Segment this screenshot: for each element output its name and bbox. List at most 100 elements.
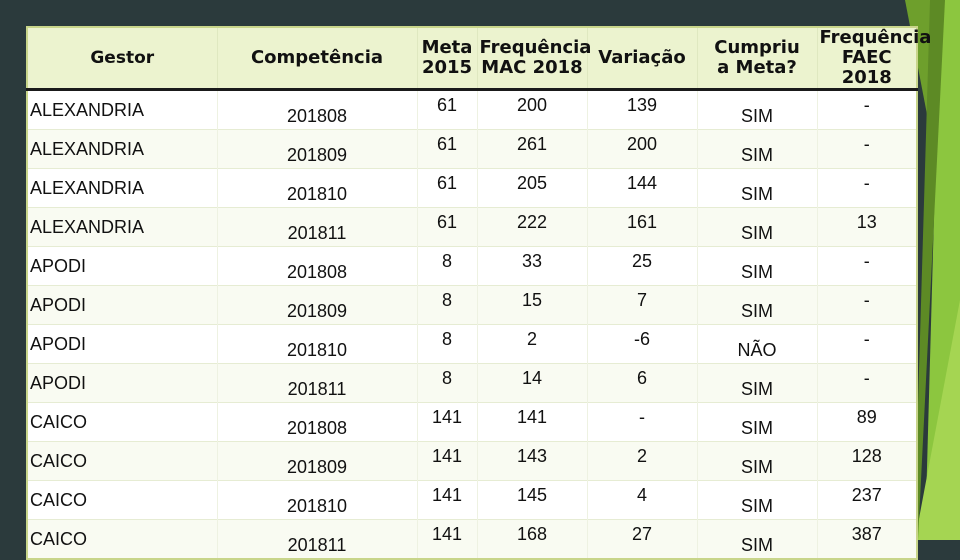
cell-variacao: 7	[587, 285, 698, 325]
table-row: APODI 201811 8 14 6 SIM -	[27, 363, 918, 403]
cell-variacao: 4	[587, 480, 698, 520]
cell-cumpriu: SIM	[697, 246, 818, 286]
cell-freq-mac: 2	[477, 324, 588, 364]
cell-freq-mac: 143	[477, 441, 588, 481]
cell-meta: 61	[417, 129, 478, 169]
header-freq-mac-line1: Frequência	[479, 37, 592, 58]
header-meta-line2: 2015	[421, 57, 473, 78]
cell-meta: 61	[417, 168, 478, 208]
cell-freq-mac: 261	[477, 129, 588, 169]
cell-cumpriu: SIM	[697, 89, 818, 130]
cell-freq-mac: 145	[477, 480, 588, 520]
cell-cumpriu: SIM	[697, 480, 818, 520]
cell-gestor: APODI	[27, 324, 218, 364]
cell-faec: -	[817, 246, 918, 286]
cell-faec: -	[817, 363, 918, 403]
header-faec-line2: FAEC 2018	[841, 47, 892, 88]
cell-cumpriu: SIM	[697, 402, 818, 442]
cell-variacao: 2	[587, 441, 698, 481]
cell-gestor: ALEXANDRIA	[27, 168, 218, 208]
cell-freq-mac: 15	[477, 285, 588, 325]
cell-faec: 13	[817, 207, 918, 247]
cell-meta: 8	[417, 363, 478, 403]
cell-faec: -	[817, 324, 918, 364]
cell-faec: 237	[817, 480, 918, 520]
data-table: Gestor Competência Meta 2015 Frequência …	[26, 26, 931, 560]
cell-gestor: CAICO	[27, 441, 218, 481]
table-row: CAICO 201808 141 141- SIM 89	[27, 402, 918, 442]
header-faec: Frequência FAEC 2018	[817, 27, 931, 91]
cell-competencia: 201809	[217, 441, 418, 481]
cell-faec: 89	[817, 402, 918, 442]
cell-cumpriu: SIM	[697, 441, 818, 481]
cell-gestor: APODI	[27, 363, 218, 403]
header-variacao: Variação	[587, 27, 698, 91]
cell-gestor: CAICO	[27, 402, 218, 442]
header-gestor: Gestor	[27, 27, 218, 91]
cell-gestor: APODI	[27, 246, 218, 286]
cell-cumpriu: SIM	[697, 207, 818, 247]
table-row: APODI 201808 8 33 25 SIM -	[27, 246, 918, 286]
cell-meta: 141	[417, 402, 478, 442]
cell-competencia: 201811	[217, 207, 418, 247]
header-cumpriu-line1: Cumpriu	[714, 37, 800, 58]
cell-meta: 8	[417, 246, 478, 286]
cell-freq-mac: 222	[477, 207, 588, 247]
cell-cumpriu: SIM	[697, 363, 818, 403]
header-cumpriu: Cumpriu a Meta?	[697, 27, 818, 91]
cell-competencia: 201810	[217, 480, 418, 520]
cell-freq-mac: 141	[477, 402, 588, 442]
cell-faec: -	[817, 89, 918, 130]
cell-gestor: ALEXANDRIA	[27, 207, 218, 247]
header-freq-mac: Frequência MAC 2018	[477, 27, 591, 91]
cell-competencia: 201810	[217, 168, 418, 208]
cell-cumpriu: SIM	[697, 519, 818, 559]
cell-cumpriu: SIM	[697, 168, 818, 208]
cell-variacao: 25	[587, 246, 698, 286]
cell-cumpriu: SIM	[697, 129, 818, 169]
cell-variacao: 200	[587, 129, 698, 169]
cell-freq-mac: 200	[477, 89, 588, 130]
cell-meta: 61	[417, 89, 478, 130]
cell-variacao: 161	[587, 207, 698, 247]
cell-competencia: 201808	[217, 246, 418, 286]
header-competencia: Competência	[217, 27, 418, 91]
cell-gestor: APODI	[27, 285, 218, 325]
table-row: CAICO 201810 141 145 4 SIM 237	[27, 480, 918, 520]
cell-competencia: 201811	[217, 363, 418, 403]
cell-variacao: -6	[587, 324, 698, 364]
cell-faec: 128	[817, 441, 918, 481]
cell-competencia: 201809	[217, 129, 418, 169]
cell-faec: -	[817, 129, 918, 169]
cell-variacao: 6	[587, 363, 698, 403]
cell-meta: 8	[417, 324, 478, 364]
header-faec-line1: Frequência	[819, 27, 932, 48]
cell-cumpriu: SIM	[697, 285, 818, 325]
cell-meta: 141	[417, 519, 478, 559]
header-cumpriu-line2: a Meta?	[717, 57, 797, 78]
cell-cumpriu: NÃO	[697, 324, 818, 364]
table-row: CAICO 201811 141 168 27 SIM 387	[27, 519, 918, 559]
header-row: Gestor Competência Meta 2015 Frequência …	[27, 27, 931, 91]
header-meta-line1: Meta	[421, 37, 473, 58]
cell-meta: 141	[417, 480, 478, 520]
table-row: APODI 201810 8 2 -6 NÃO -	[27, 324, 918, 364]
table-row: APODI 201809 8 15 7 SIM -	[27, 285, 918, 325]
cell-gestor: CAICO	[27, 519, 218, 559]
cell-competencia: 201811	[217, 519, 418, 559]
cell-gestor: ALEXANDRIA	[27, 89, 218, 130]
cell-meta: 141	[417, 441, 478, 481]
cell-faec: -	[817, 285, 918, 325]
cell-competencia: 201808	[217, 402, 418, 442]
cell-variacao: 139	[587, 89, 698, 130]
cell-gestor: CAICO	[27, 480, 218, 520]
cell-freq-mac: 14	[477, 363, 588, 403]
cell-competencia: 201810	[217, 324, 418, 364]
cell-variacao: 144	[587, 168, 698, 208]
header-freq-mac-line2: MAC 2018	[481, 57, 583, 78]
cell-faec: 387	[817, 519, 918, 559]
cell-variacao: 27	[587, 519, 698, 559]
table-row: ALEXANDRIA 201809 61 261 200 SIM -	[27, 129, 918, 169]
table-row: ALEXANDRIA 201810 61 205 144 SIM -	[27, 168, 918, 208]
cell-variacao: -	[587, 402, 698, 442]
